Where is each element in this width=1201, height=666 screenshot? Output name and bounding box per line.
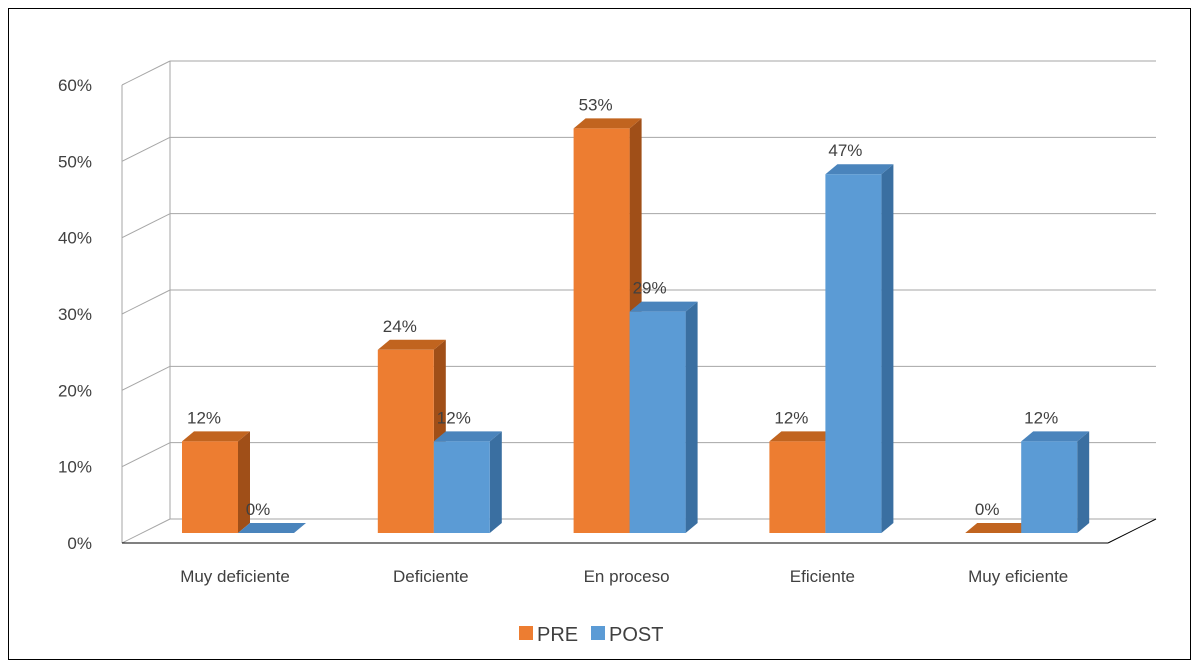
- legend-item-pre: PRE: [519, 624, 578, 646]
- data-label: 12%: [1024, 408, 1058, 427]
- bar-post: [433, 431, 502, 533]
- bar-side: [685, 301, 698, 533]
- bar-front: [433, 441, 490, 533]
- bar-pre: [965, 523, 1034, 533]
- x-tick-label: Muy eficiente: [968, 567, 1068, 586]
- axis-labels: 0% 10% 20% 30% 40% 50% 60% Muy deficiente Defici…: [58, 76, 1068, 586]
- bar-post: [238, 523, 306, 533]
- bar-post: [629, 301, 698, 533]
- bar-top: [965, 523, 1034, 533]
- data-label: 12%: [437, 408, 471, 427]
- y-tick-label: 10%: [58, 458, 92, 477]
- bar-top: [1021, 431, 1090, 442]
- bar-top: [182, 431, 250, 442]
- bar-front: [182, 441, 238, 533]
- data-label: 53%: [579, 95, 613, 114]
- bar-pre: [182, 431, 250, 533]
- y-tick-label: 0%: [67, 534, 92, 553]
- data-label: 0%: [246, 500, 271, 519]
- bar-top: [377, 339, 446, 350]
- bar-front: [573, 128, 630, 533]
- bar-top: [238, 523, 306, 533]
- bar-post: [825, 164, 894, 533]
- y-tick-label: 40%: [58, 229, 92, 248]
- legend-item-post: POST: [591, 624, 663, 646]
- gridline-wall: [121, 518, 171, 544]
- bar-side: [1077, 431, 1090, 533]
- bar-front: [769, 441, 826, 533]
- bar-top: [825, 164, 894, 175]
- gridline-wall: [121, 213, 171, 239]
- bar-top: [629, 301, 698, 312]
- bar-front: [377, 349, 434, 533]
- gridlines: [121, 60, 1157, 544]
- bar-top: [573, 118, 642, 129]
- data-label: 0%: [975, 500, 1000, 519]
- bar-side: [881, 164, 894, 533]
- y-tick-label: 60%: [58, 76, 92, 95]
- legend: PRE POST: [519, 624, 663, 646]
- legend-label: POST: [609, 624, 663, 646]
- bar-post: [1021, 431, 1090, 533]
- y-tick-label: 30%: [58, 305, 92, 324]
- bar-side: [489, 431, 502, 533]
- data-labels: 12% 0% 24% 12% 53% 29% 12% 47% 0% 12%: [187, 95, 1058, 519]
- gridline-wall: [121, 136, 171, 162]
- gridline-wall: [121, 365, 171, 391]
- data-label: 12%: [774, 408, 808, 427]
- bar-top: [769, 431, 838, 442]
- gridline-wall: [121, 289, 171, 315]
- bar-front: [629, 311, 686, 533]
- data-label: 12%: [187, 408, 221, 427]
- x-tick-label: Eficiente: [790, 567, 855, 586]
- y-tick-label: 20%: [58, 381, 92, 400]
- data-label: 47%: [828, 141, 862, 160]
- bar-front: [825, 174, 882, 533]
- bars: [182, 118, 1090, 533]
- bar-side: [238, 431, 250, 533]
- legend-label: PRE: [537, 624, 578, 646]
- x-tick-label: Muy deficiente: [180, 567, 290, 586]
- legend-swatch: [591, 626, 605, 640]
- y-tick-label: 50%: [58, 152, 92, 171]
- floor-edge-right: [1107, 518, 1157, 544]
- data-label: 24%: [383, 317, 417, 336]
- x-tick-label: En proceso: [584, 567, 670, 586]
- data-label: 29%: [633, 279, 667, 298]
- x-tick-label: Deficiente: [393, 567, 469, 586]
- legend-swatch: [519, 626, 533, 640]
- bar-front: [1021, 441, 1078, 533]
- gridline-wall: [121, 60, 171, 86]
- bar-top: [433, 431, 502, 442]
- gridline-wall: [121, 442, 171, 468]
